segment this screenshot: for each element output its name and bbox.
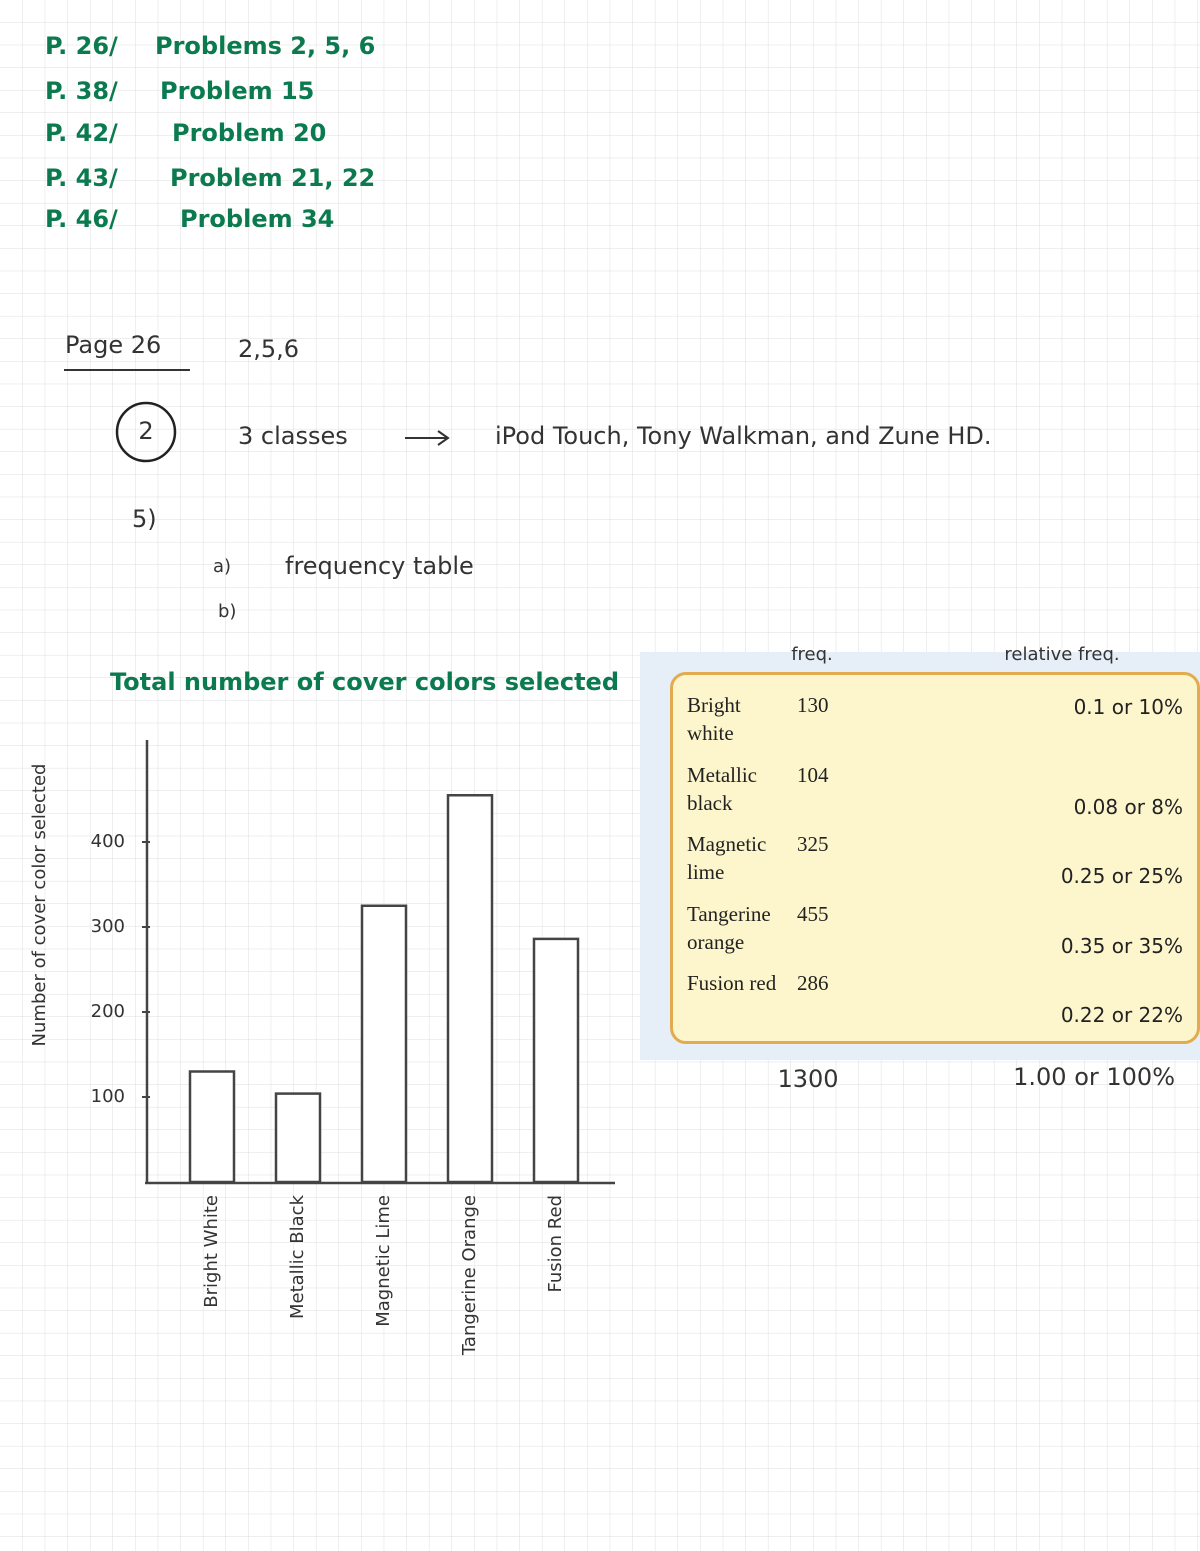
- q5-number: 5): [132, 505, 157, 533]
- x-tick-label: Magnetic Lime: [373, 1195, 394, 1327]
- assignment-problems: Problems 2, 5, 6: [155, 32, 375, 60]
- color-name: Bright white: [687, 693, 741, 745]
- frequency: 130: [797, 693, 829, 717]
- total-relative: 1.00 or 100%: [1013, 1063, 1175, 1091]
- frequency-table: Bright white 130 0.1 or 10% Metallic black 1…: [670, 672, 1200, 1044]
- color-name: Magnetic lime: [687, 832, 767, 884]
- assignment-page: P. 43/: [45, 164, 118, 192]
- q2-answer: iPod Touch, Tony Walkman, and Zune HD.: [495, 422, 992, 450]
- freq-header: freq.: [791, 644, 833, 665]
- color-name: Tangerine orange: [687, 901, 771, 954]
- circle: [115, 401, 177, 463]
- y-tick-label: 100: [91, 1086, 125, 1107]
- q5-b: b): [218, 601, 236, 622]
- heading-problems: 2,5,6: [238, 335, 299, 363]
- bar: [274, 1092, 322, 1184]
- bar: [446, 794, 494, 1184]
- relative-header: relative freq.: [1004, 644, 1119, 665]
- frequency: 286: [797, 971, 829, 995]
- relative-frequency: 0.25 or 25%: [1060, 864, 1183, 888]
- x-tick-label: Metallic Black: [287, 1194, 308, 1319]
- frequency: 325: [797, 832, 829, 856]
- assignment-problems: Problem 34: [180, 205, 334, 233]
- bar: [188, 1070, 236, 1184]
- q5-a: a): [213, 556, 231, 577]
- relative-frequency: 0.1 or 10%: [1073, 695, 1183, 719]
- bar: [532, 937, 580, 1184]
- q2-number: 2: [138, 417, 153, 445]
- y-tick-label: 400: [91, 831, 125, 852]
- q5-a-text: frequency table: [285, 552, 474, 580]
- frequency: 455: [797, 901, 829, 926]
- x-tick-label: Tangerine Orange: [459, 1195, 480, 1356]
- assignment-problems: Problem 15: [160, 77, 314, 105]
- frequency: 104: [797, 762, 829, 787]
- assignment-problems: Problem 21, 22: [170, 164, 375, 192]
- y-tick-label: 300: [91, 916, 125, 937]
- assignment-page: P. 42/: [45, 119, 118, 147]
- heading-page: Page 26: [65, 331, 161, 359]
- assignment-page: P. 26/: [45, 32, 118, 60]
- total-freq: 1300: [777, 1065, 838, 1093]
- x-tick-label: Fusion Red: [545, 1195, 566, 1293]
- assignment-problems: Problem 20: [172, 119, 326, 147]
- color-name: Metallic black: [687, 762, 757, 815]
- arrow: [405, 430, 450, 446]
- assignment-page: P. 46/: [45, 205, 118, 233]
- chart-title: Total number of cover colors selected: [110, 668, 619, 696]
- assignment-page: P. 38/: [45, 77, 118, 105]
- y-axis-label: Number of cover color selected: [29, 764, 50, 1047]
- relative-frequency: 0.35 or 35%: [1060, 933, 1183, 958]
- relative-frequency: 0.08 or 8%: [1073, 794, 1183, 819]
- q2-lead: 3 classes: [238, 422, 348, 450]
- color-name: Fusion red: [687, 971, 777, 995]
- bar: [360, 904, 408, 1184]
- relative-frequency: 0.22 or 22%: [1060, 1003, 1183, 1027]
- y-tick-label: 200: [91, 1001, 125, 1022]
- x-tick-label: Bright White: [201, 1195, 222, 1308]
